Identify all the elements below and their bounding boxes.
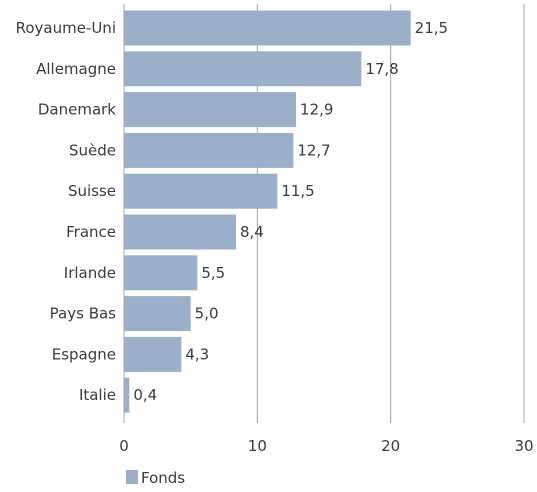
value-label: 12,7 — [297, 141, 330, 159]
category-label: Irlande — [64, 264, 116, 282]
bar-pays-bas — [124, 296, 191, 332]
value-label: 5,0 — [195, 305, 219, 323]
bar-italie — [124, 377, 130, 413]
x-axis: 0 10 20 30 — [119, 4, 534, 455]
x-tick-label-0: 0 — [119, 437, 129, 455]
category-label: Italie — [79, 386, 116, 404]
value-label: 21,5 — [415, 19, 448, 37]
bar-allemagne — [124, 51, 362, 87]
bar-danemark — [124, 92, 296, 128]
labels: Royaume-Uni 21,5 Allemagne 17,8 Danemark 12,9… — [16, 19, 448, 404]
bar-espagne — [124, 336, 182, 372]
legend-label-fonds: Fonds — [141, 469, 185, 487]
bar-suisse — [124, 173, 278, 209]
value-label: 17,8 — [365, 60, 398, 78]
category-label: Allemagne — [36, 60, 116, 78]
value-label: 11,5 — [281, 182, 314, 200]
value-label: 8,4 — [240, 223, 264, 241]
value-label: 5,5 — [201, 264, 225, 282]
x-tick-label-30: 30 — [514, 437, 533, 455]
bars — [124, 10, 411, 413]
legend-swatch-fonds — [126, 470, 138, 484]
x-tick-label-10: 10 — [248, 437, 267, 455]
category-label: Espagne — [52, 345, 116, 363]
category-label: Royaume-Uni — [16, 19, 116, 37]
bar-irlande — [124, 255, 198, 291]
x-tick-label-20: 20 — [381, 437, 400, 455]
bar-france — [124, 214, 236, 250]
bar-su-de — [124, 132, 294, 168]
category-label: Danemark — [38, 101, 116, 119]
value-label: 0,4 — [133, 386, 157, 404]
category-label: Suisse — [68, 182, 116, 200]
value-label: 4,3 — [185, 345, 209, 363]
category-label: Suède — [69, 141, 116, 159]
category-label: Pays Bas — [50, 305, 117, 323]
legend: Fonds — [126, 469, 185, 487]
category-label: France — [66, 223, 116, 241]
value-label: 12,9 — [300, 101, 333, 119]
bar-royaume-uni — [124, 10, 411, 46]
